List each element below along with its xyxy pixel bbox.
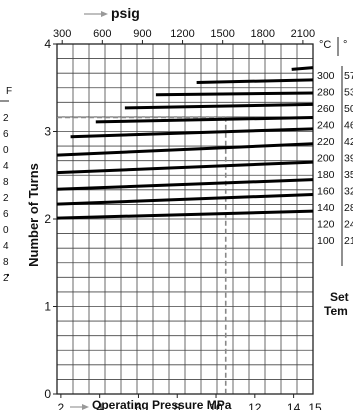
series-line-300 — [291, 66, 314, 71]
x-tick-label: 4 — [96, 401, 103, 410]
series-line-260 — [155, 91, 314, 97]
temp-f-value: 46 — [344, 120, 353, 132]
temp-c-value: 220 — [317, 136, 335, 148]
temp-c-value: 300 — [317, 70, 335, 82]
left-fragment-header: F — [6, 86, 12, 97]
top-tick-label: 2100 — [291, 28, 315, 40]
left-fragment-value: 0 — [3, 225, 9, 236]
x-tick-label: 15 — [308, 401, 322, 410]
y-tick-label: 2 — [44, 212, 51, 226]
y-tick-label: 4 — [44, 37, 51, 51]
temp-f-value: 57 — [344, 70, 353, 82]
left-fragment-value: 8 — [3, 257, 9, 268]
temp-f-value: 50 — [344, 103, 353, 115]
series-line-140 — [56, 178, 314, 191]
bottom-axis-arrow-icon — [70, 404, 89, 410]
temp-c-value: 120 — [317, 219, 335, 231]
y-tick-label: 0 — [44, 387, 51, 401]
left-fragment-value: 2 — [3, 193, 9, 204]
top-axis-arrow-icon — [84, 11, 108, 17]
temp-table-header-f: ° — [343, 39, 347, 51]
top-axis-title: psig — [111, 5, 140, 21]
left-fragment-value: 8 — [3, 177, 9, 188]
y-tick-label: 3 — [44, 125, 51, 139]
x-tick-label: 8 — [174, 401, 181, 410]
x-axis-title: Operating Pressure MPa — [92, 398, 232, 410]
left-fragment-value: 4 — [3, 241, 9, 252]
top-tick-label: 1500 — [210, 28, 234, 40]
example-lookup-line — [57, 116, 227, 394]
top-tick-label: 1800 — [251, 28, 275, 40]
series-line-100 — [56, 209, 314, 220]
temp-f-value: 28 — [344, 202, 353, 214]
x-tick-label: 2 — [58, 401, 65, 410]
y-tick-label: 1 — [44, 300, 51, 314]
x-tick-label: 14 — [287, 401, 301, 410]
set-temp-label-line1: Set — [330, 290, 349, 304]
temp-c-value: 240 — [317, 120, 335, 132]
series-line-180 — [56, 142, 314, 157]
left-fragment-value: 2 — [3, 273, 9, 284]
temp-f-value: 24 — [344, 219, 353, 231]
series-line-280 — [196, 78, 314, 84]
temp-f-value: 32 — [344, 186, 353, 198]
left-fragment-value: 6 — [3, 129, 9, 140]
series-line-160 — [56, 160, 314, 175]
temp-c-value: 180 — [317, 169, 335, 181]
top-tick-label: 900 — [133, 28, 151, 40]
temp-c-value: 200 — [317, 153, 335, 165]
temp-c-value: 100 — [317, 235, 335, 247]
left-fragment-dot: . — [6, 263, 10, 279]
y-axis-title: Number of Turns — [26, 163, 41, 267]
temp-f-value: 39 — [344, 153, 353, 165]
set-temp-label-line2: Tem — [324, 304, 348, 318]
x-tick-label: 6 — [135, 401, 142, 410]
x-tick-label: 10 — [209, 401, 223, 410]
temp-c-value: 260 — [317, 103, 335, 115]
top-tick-label: 300 — [53, 28, 71, 40]
x-tick-label: 12 — [248, 401, 262, 410]
series-line-220 — [95, 116, 314, 124]
series-line-120 — [56, 193, 314, 206]
temp-c-value: 160 — [317, 186, 335, 198]
left-fragment-value: 0 — [3, 145, 9, 156]
temp-f-value: 21 — [344, 235, 353, 247]
left-fragment-value: 2 — [3, 113, 9, 124]
top-tick-label: 1200 — [170, 28, 194, 40]
temp-f-value: 35 — [344, 169, 353, 181]
temp-f-value: 53 — [344, 87, 353, 99]
series-line-240 — [124, 102, 314, 110]
temp-f-value: 42 — [344, 136, 353, 148]
top-tick-label: 600 — [93, 28, 111, 40]
temp-c-value: 140 — [317, 202, 335, 214]
left-fragment-value: 6 — [3, 209, 9, 220]
left-fragment-value: 4 — [3, 161, 9, 172]
temp-table-header-c: °C — [319, 39, 331, 51]
temp-c-value: 280 — [317, 87, 335, 99]
series-line-200 — [70, 127, 314, 139]
